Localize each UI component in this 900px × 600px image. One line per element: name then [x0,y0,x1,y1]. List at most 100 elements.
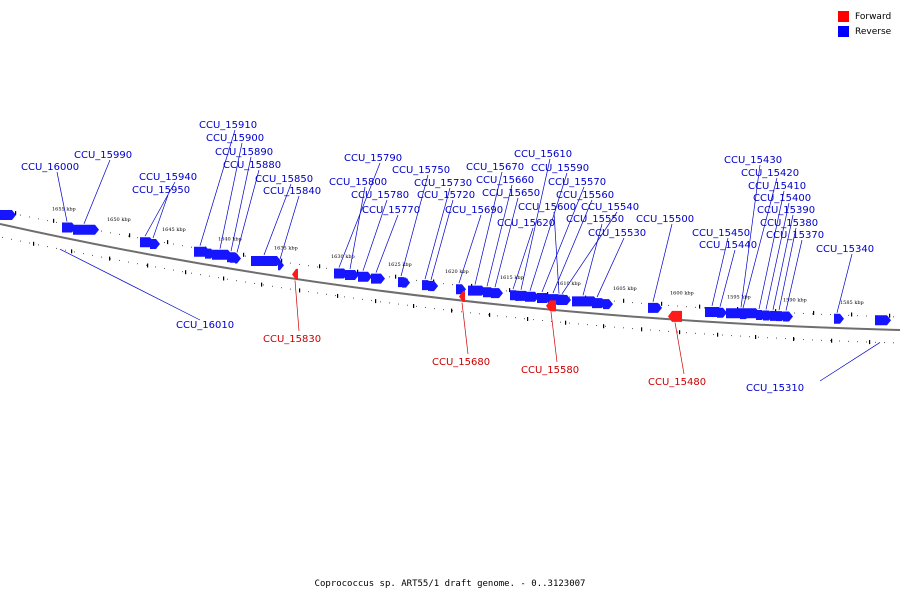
gene-label[interactable]: CCU_15950 [132,185,190,196]
gene-label[interactable]: CCU_15410 [748,181,806,192]
gene-ccu_15570[interactable] [537,292,551,303]
gene-ccu_15440[interactable] [717,307,727,318]
gene-label[interactable]: CCU_15540 [581,202,639,213]
guide-dot [551,320,552,322]
gene-ccu_15340[interactable] [834,313,844,324]
gene-label[interactable]: CCU_15450 [692,228,750,239]
gene-label[interactable]: CCU_15940 [139,172,197,183]
label-leader [550,311,558,363]
gene-feature[interactable] [402,277,410,288]
gene-label[interactable]: CCU_15990 [74,150,132,161]
gene-ccu_15800[interactable] [345,270,359,281]
gene-label[interactable]: CCU_15610 [514,149,572,160]
gene-label[interactable]: CCU_15690 [445,205,503,216]
guide-dot [2,236,3,238]
gene-ccu_15500[interactable] [648,302,662,313]
gene-label[interactable]: CCU_15550 [566,214,624,225]
gene-label[interactable]: CCU_15560 [556,190,614,201]
gene-ccu_15420[interactable] [740,309,750,320]
gene-label[interactable]: CCU_15880 [223,160,281,171]
gene-label[interactable]: CCU_15440 [699,240,757,251]
gene-ccu_15580[interactable] [546,300,556,312]
gene-label[interactable]: CCU_15400 [753,193,811,204]
gene-label[interactable]: CCU_15730 [414,178,472,189]
guide-dot [83,253,84,255]
gene-feature[interactable] [230,252,240,263]
guide-dot [452,284,453,286]
gene-label[interactable]: CCU_15340 [816,244,874,255]
tick-mark [793,337,795,341]
gene-label[interactable]: CCU_15890 [215,147,273,158]
label-leader [458,214,482,284]
gene-label[interactable]: CCU_15430 [724,155,782,166]
guide-dot [623,327,624,329]
gene-label[interactable]: CCU_15770 [362,205,420,216]
gene-label[interactable]: CCU_15390 [757,205,815,216]
gene-feature[interactable] [205,248,215,259]
gene-label[interactable]: CCU_15530 [588,228,646,239]
gene-ccu_15540[interactable] [557,294,571,305]
gene-ccu_15990[interactable] [73,224,99,235]
gene-label[interactable]: CCU_15800 [329,177,387,188]
gene-label[interactable]: CCU_15580 [521,365,579,376]
gene-label[interactable]: CCU_15850 [255,174,313,185]
gene-label[interactable]: CCU_15500 [636,214,694,225]
gene-ccu_15840[interactable] [278,260,284,271]
gene-label[interactable]: CCU_15480 [648,377,706,388]
gene-features [0,210,891,326]
gene-ccu_15550[interactable] [572,296,598,307]
gene-ccu_15680[interactable] [459,291,465,303]
gene-label[interactable]: CCU_15840 [263,186,321,197]
gene-label[interactable]: CCU_15670 [466,162,524,173]
gene-label[interactable]: CCU_15620 [497,218,555,229]
gene-label[interactable]: CCU_15780 [351,190,409,201]
gene-label[interactable]: CCU_15660 [476,175,534,186]
gene-ccu_15770[interactable] [371,273,385,284]
gene-ccu_15650[interactable] [491,288,503,299]
gene-label[interactable]: CCU_15600 [518,202,576,213]
gene-label[interactable]: CCU_15380 [760,218,818,229]
tick-mark [451,308,453,313]
guide-dot [209,275,210,277]
gene-ccu_15530[interactable] [592,298,606,309]
label-leader [742,177,778,309]
gene-ccu_15790[interactable] [334,268,348,279]
gene-label[interactable]: CCU_16000 [21,162,79,173]
gene-ccu_15950[interactable] [150,239,160,250]
gene-ccu_15480[interactable] [668,310,682,322]
gene-label[interactable]: CCU_15900 [206,133,264,144]
gene-label[interactable]: CCU_15750 [392,165,450,176]
gene-feature[interactable] [875,315,891,326]
gene-ccu_15370[interactable] [783,311,793,322]
label-leader [553,211,560,294]
gene-feature[interactable] [515,290,523,301]
gene-ccu_16000[interactable] [62,222,76,233]
gene-ccu_15830[interactable] [292,268,298,280]
gene-label[interactable]: CCU_15680 [432,357,490,368]
gene-label[interactable]: CCU_15790 [344,153,402,164]
label-leader [152,194,169,239]
gene-ccu_15670[interactable] [468,285,486,296]
gene-ccu_15590[interactable] [525,291,539,302]
gene-ccu_15850[interactable] [251,256,281,267]
gene-label[interactable]: CCU_15830 [263,334,321,345]
reverse-swatch [838,26,849,37]
gene-label[interactable]: CCU_16010 [176,320,234,331]
gene-label[interactable]: CCU_15370 [766,230,824,241]
gene-label[interactable]: CCU_15720 [417,190,475,201]
gene-feature[interactable] [430,281,438,292]
guide-dot [11,238,12,240]
gene-label[interactable]: CCU_15650 [482,188,540,199]
gene-ccu_15780[interactable] [358,271,372,282]
gene-label[interactable]: CCU_15310 [746,383,804,394]
gene-label[interactable]: CCU_15420 [741,168,799,179]
gene-label[interactable]: CCU_15570 [548,177,606,188]
guide-dot [245,255,246,257]
gene-label[interactable]: CCU_15910 [199,120,257,131]
guide-dot [686,306,687,308]
gene-feature[interactable] [603,299,613,310]
gene-label[interactable]: CCU_15590 [531,163,589,174]
tick-mark [243,252,245,257]
guide-dot [164,268,165,269]
gene-feature[interactable] [0,210,16,220]
